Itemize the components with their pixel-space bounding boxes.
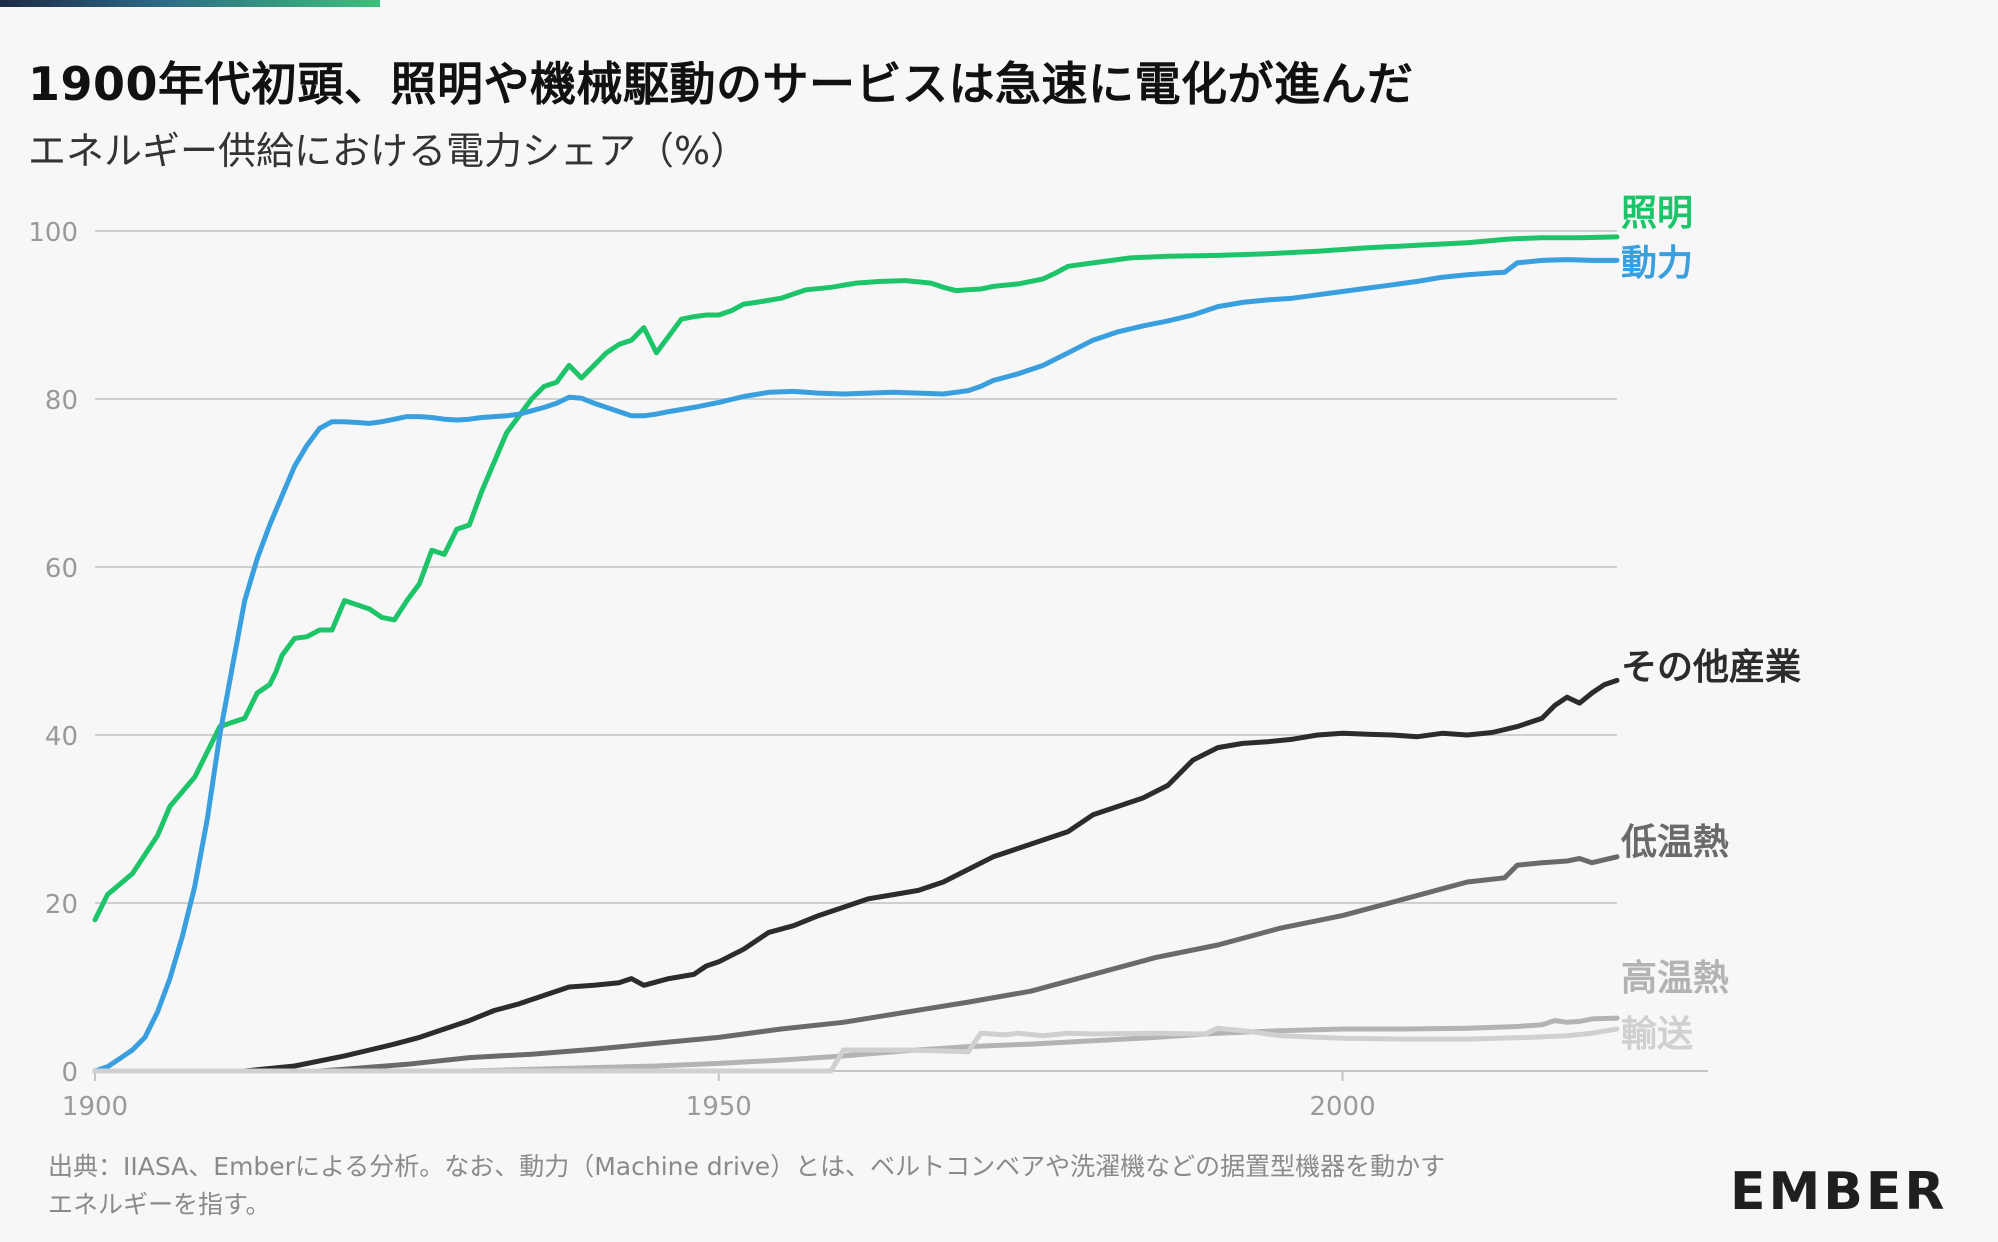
source-note-line-2: エネルギーを指す。 [48,1190,271,1219]
series-line-0 [92,234,1620,923]
y-tick-label-40: 40 [45,722,78,752]
ember-logo: EMBER [1730,1162,1948,1222]
series-line-3 [92,854,1620,1074]
y-tick-label-0: 0 [61,1058,78,1088]
brand-accent-bar [0,0,380,7]
y-tick-label-20: 20 [45,890,78,920]
series-line-4 [92,1015,1620,1074]
source-note: 出典：IIASA、Emberによる分析。なお、動力（Machine drive）… [48,1148,1648,1224]
series-line-2 [92,677,1620,1074]
series-label-5: 輸送 [1621,1014,1693,1055]
series-label-1: 動力 [1621,243,1693,284]
source-note-line-1: 出典：IIASA、Emberによる分析。なお、動力（Machine drive）… [48,1152,1446,1181]
series-label-4: 高温熱 [1621,958,1729,999]
gridlines [95,230,1617,904]
y-tick-label-80: 80 [45,386,78,416]
series-label-3: 低温熱 [1621,822,1729,863]
series-label-0: 照明 [1621,193,1693,234]
x-axis: 1900 1950 2000 [62,1070,1708,1122]
series-label-2: その他産業 [1621,647,1801,688]
y-tick-label-60: 60 [45,554,78,584]
y-tick-label-100: 100 [28,218,78,248]
x-tick-label-1900: 1900 [62,1092,128,1122]
x-tick-label-1950: 1950 [686,1092,752,1122]
x-tick-label-2000: 2000 [1309,1092,1375,1122]
series-lines [92,234,1620,1074]
series-line-5 [92,1025,1620,1074]
series-line-1 [92,257,1620,1074]
chart-title: 1900年代初頭、照明や機械駆動のサービスは急速に電化が進んだ [28,57,1414,111]
chart-subtitle: エネルギー供給における電力シェア（%） [28,129,749,173]
y-axis: 0 20 40 60 80 100 [28,218,78,1088]
